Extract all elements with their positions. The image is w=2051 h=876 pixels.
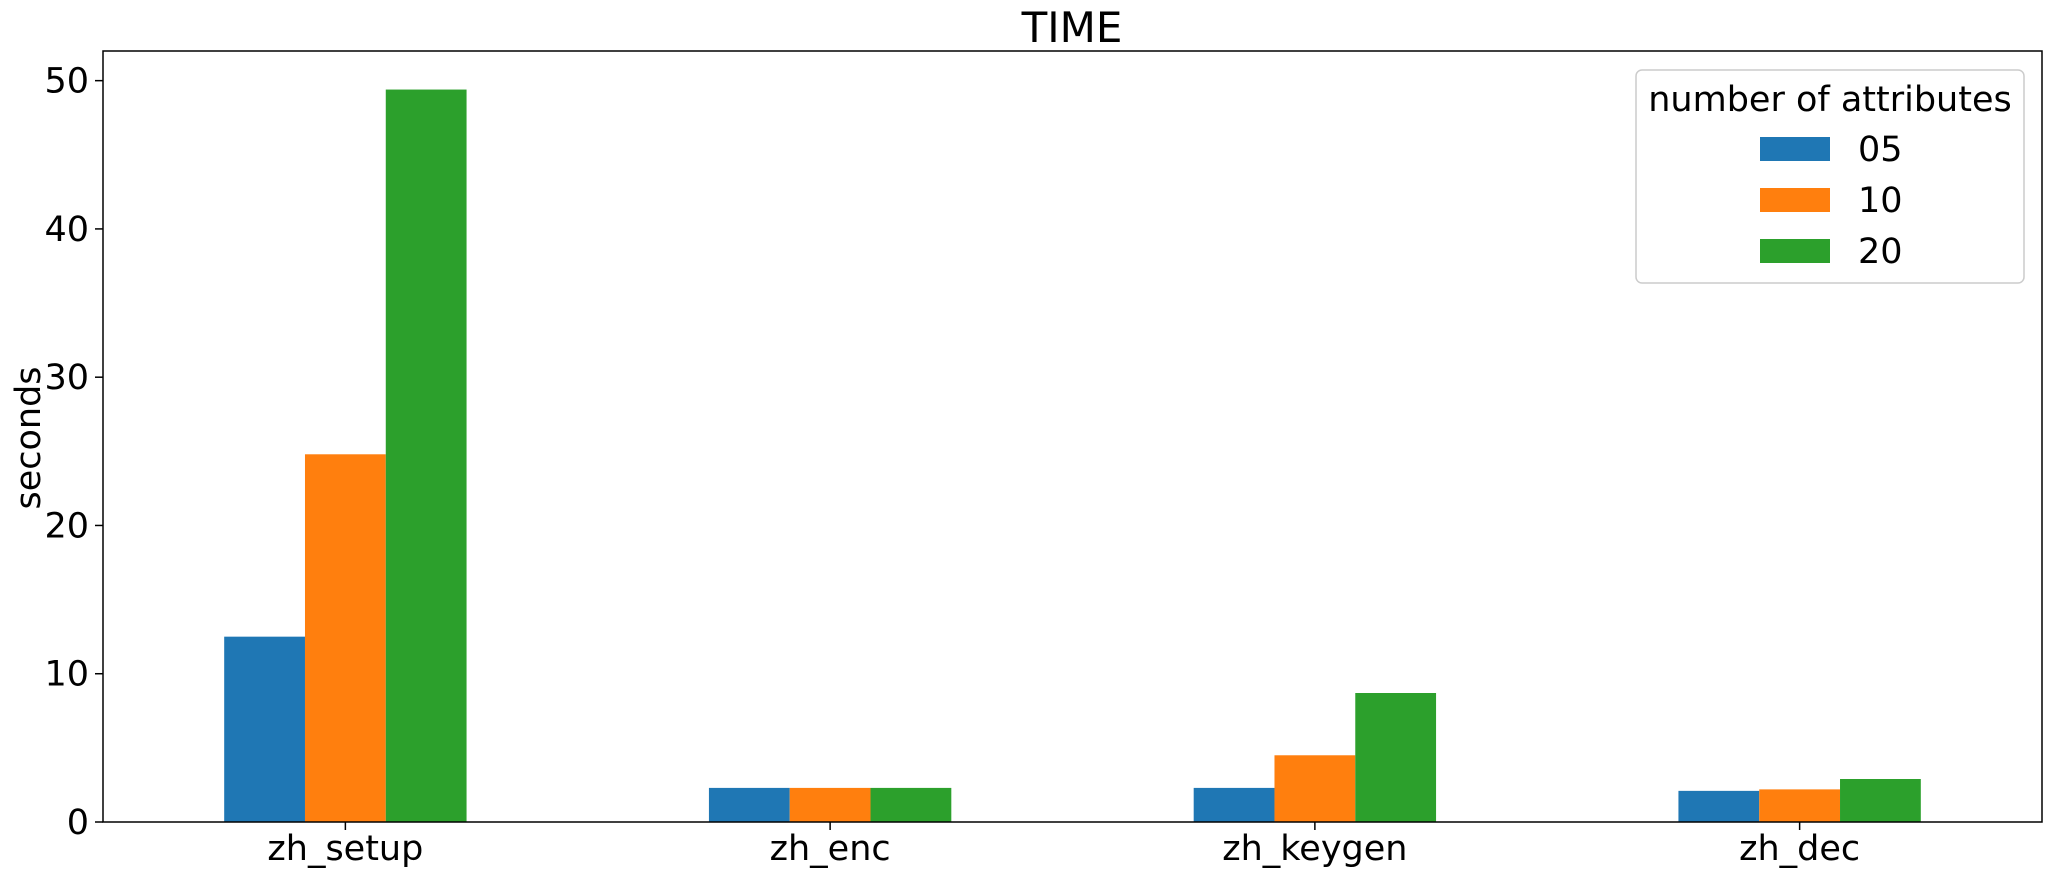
bar-zh_dec-10 [1759, 789, 1841, 822]
legend-swatch-20 [1760, 239, 1830, 263]
y-axis: 0 10 20 30 40 50 [44, 62, 103, 843]
y-tick-label: 40 [44, 210, 89, 250]
legend-label-20: 20 [1858, 232, 1903, 272]
y-tick-label: 0 [67, 803, 89, 843]
y-axis-label: seconds [9, 366, 49, 509]
legend-label-10: 10 [1858, 181, 1903, 221]
x-tick-label: zh_keygen [1222, 829, 1407, 869]
y-tick-label: 20 [44, 506, 89, 546]
legend-title: number of attributes [1648, 80, 2011, 120]
x-axis: zh_setup zh_enc zh_keygen zh_dec [267, 822, 1860, 869]
x-tick-label: zh_setup [267, 829, 423, 869]
chart-title: TIME [1021, 3, 1123, 52]
bar-zh_setup-05 [224, 636, 305, 822]
legend-swatch-10 [1760, 188, 1830, 212]
legend-frame [1635, 69, 2025, 284]
bar-zh_dec-20 [1840, 779, 1921, 822]
x-tick-label: zh_enc [770, 829, 891, 869]
x-tick-label: zh_dec [1739, 829, 1860, 869]
bar-zh_keygen-20 [1355, 693, 1437, 822]
bar-zh_keygen-05 [1193, 787, 1275, 822]
y-tick-label: 50 [44, 62, 89, 102]
bar-zh_setup-20 [385, 89, 467, 823]
legend: number of attributes 05 10 20 [1635, 69, 2025, 284]
y-tick-label: 10 [44, 655, 89, 695]
y-tick-label: 30 [44, 358, 89, 398]
legend-label-05: 05 [1858, 130, 1903, 170]
bar-zh_enc-20 [870, 787, 952, 822]
legend-items: 05 10 20 [1760, 130, 1903, 272]
bar-zh_enc-05 [708, 787, 790, 822]
bar-zh_enc-10 [789, 787, 871, 822]
bars-group [224, 89, 1921, 823]
bar-zh_setup-10 [304, 454, 386, 822]
bar-zh_keygen-10 [1274, 755, 1356, 822]
legend-swatch-05 [1760, 137, 1830, 161]
plot-frame [102, 50, 2043, 823]
bar-zh_dec-05 [1678, 790, 1760, 822]
